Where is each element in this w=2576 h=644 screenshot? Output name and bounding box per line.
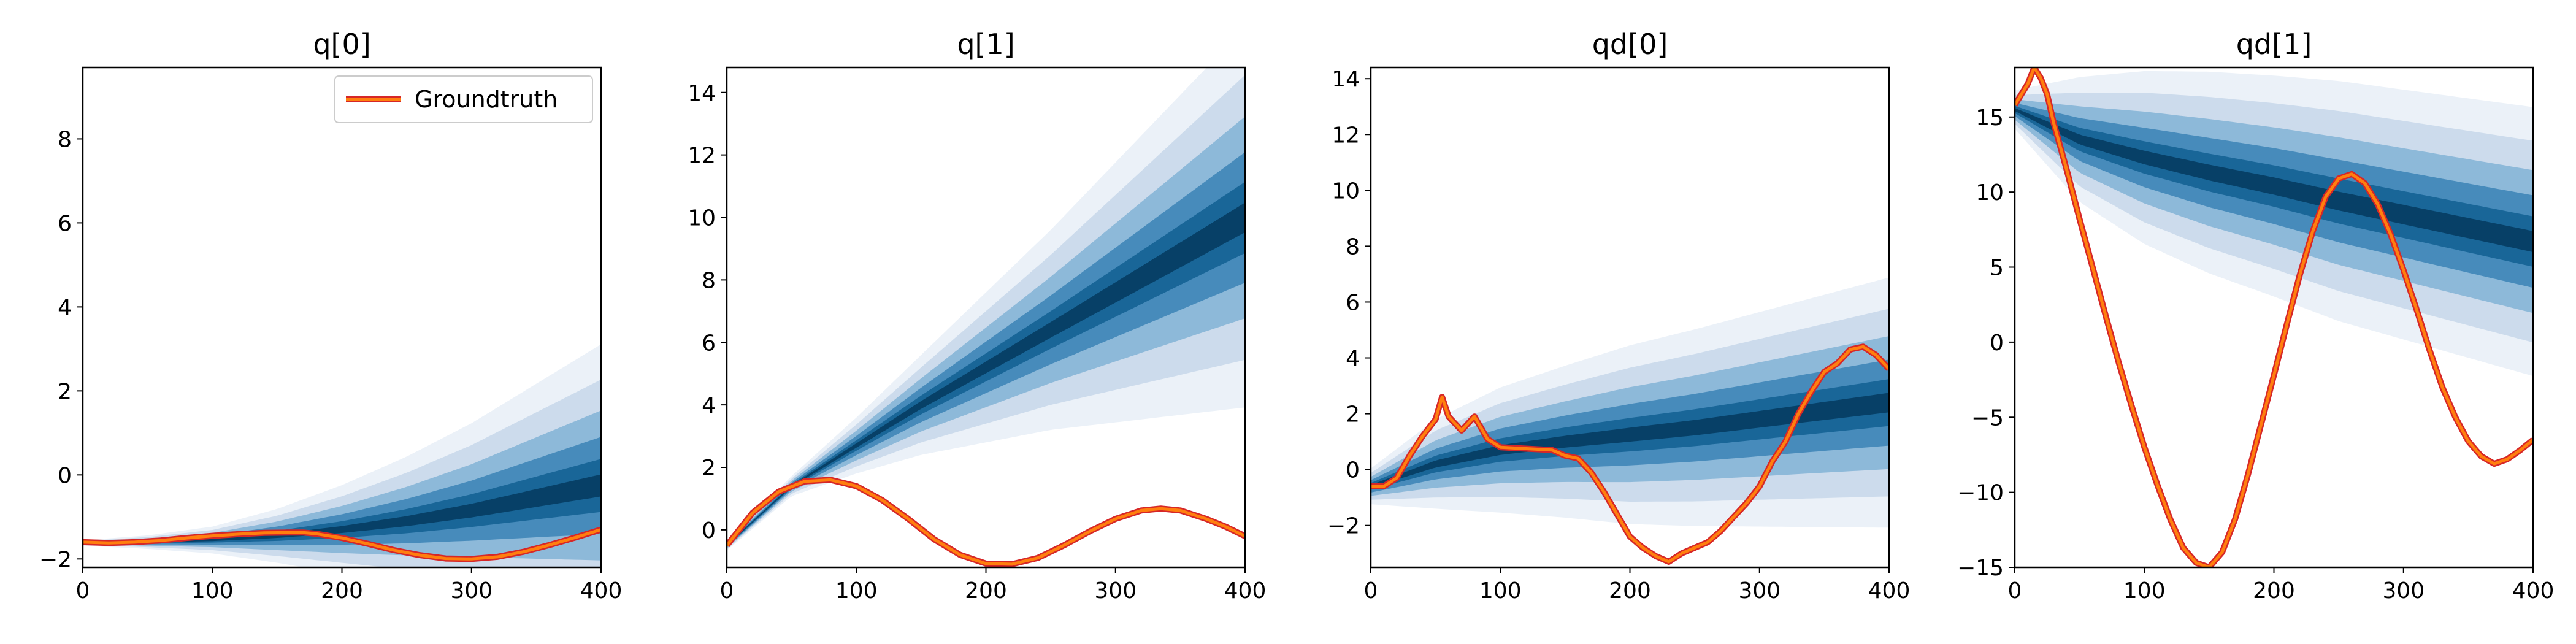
chart-panel-2: 0 100 200 300 400 −2 0 2 4 6 8 10 12 14 qd[0] bbox=[1327, 28, 1910, 604]
x-tick-label: 400 bbox=[2512, 578, 2555, 604]
y-tick-label: 8 bbox=[702, 268, 716, 293]
y-tick-label: 4 bbox=[702, 393, 716, 418]
y-tick-label: 0 bbox=[58, 463, 72, 488]
x-tick-label: 200 bbox=[965, 578, 1007, 604]
y-tick-label: 2 bbox=[1346, 402, 1360, 427]
plot-area bbox=[2015, 67, 2533, 567]
plot-area bbox=[1371, 277, 1889, 565]
x-tick-label: 400 bbox=[580, 578, 623, 604]
y-tick-label: 8 bbox=[1346, 234, 1360, 259]
y-tick-label: 8 bbox=[58, 127, 72, 152]
y-tick-label: 12 bbox=[688, 144, 716, 169]
legend: Groundtruth bbox=[334, 75, 593, 123]
groundtruth-line bbox=[83, 528, 601, 561]
groundtruth-line bbox=[2015, 67, 2533, 567]
x-tick-label: 100 bbox=[835, 578, 878, 604]
y-tick-label: −5 bbox=[1971, 405, 2004, 431]
plot-area bbox=[727, 67, 1245, 567]
chart-title: q[1] bbox=[957, 28, 1014, 61]
y-tick-label: −10 bbox=[1957, 481, 2004, 506]
y-tick-label: 10 bbox=[1332, 178, 1360, 204]
y-tick-label: 2 bbox=[58, 379, 72, 404]
y-tick-label: −2 bbox=[1327, 514, 1360, 539]
y-tick-label: 2 bbox=[702, 456, 716, 481]
chart-panel-1: 0 100 200 300 400 0 2 4 6 8 10 12 14 q[1] bbox=[688, 28, 1266, 604]
x-tick-label: 100 bbox=[191, 578, 234, 604]
x-tick-label: 0 bbox=[76, 578, 90, 604]
y-tick-label: 12 bbox=[1332, 123, 1360, 148]
y-tick-label: 4 bbox=[58, 295, 72, 320]
x-tick-label: 100 bbox=[2123, 578, 2166, 604]
x-tick-label: 0 bbox=[1364, 578, 1378, 604]
y-tick-label: 5 bbox=[1990, 256, 2004, 281]
x-tick-label: 100 bbox=[1479, 578, 1522, 604]
x-tick-label: 300 bbox=[2382, 578, 2425, 604]
y-tick-label: 4 bbox=[1346, 347, 1360, 372]
groundtruth-line bbox=[727, 478, 1245, 566]
y-tick-label: 6 bbox=[1346, 290, 1360, 315]
x-tick-label: 300 bbox=[1738, 578, 1781, 604]
chart-title: qd[0] bbox=[1592, 28, 1668, 61]
y-tick-label: 0 bbox=[1990, 331, 2004, 356]
density-band bbox=[83, 474, 601, 543]
density-band bbox=[83, 459, 601, 544]
x-tick-label: 0 bbox=[720, 578, 734, 604]
y-tick-label: 0 bbox=[702, 518, 716, 543]
chart-title: qd[1] bbox=[2236, 28, 2312, 61]
chart-panel-3: 0 100 200 300 400 −15 −10 −5 0 5 10 15 qd[1] bbox=[1957, 28, 2554, 604]
y-tick-label: 10 bbox=[688, 206, 716, 231]
y-tick-label: 14 bbox=[1332, 67, 1360, 92]
x-tick-label: 200 bbox=[321, 578, 363, 604]
chart-title: q[0] bbox=[313, 28, 370, 61]
density-band bbox=[727, 202, 1245, 546]
y-tick-label: 15 bbox=[1976, 105, 2004, 131]
density-band bbox=[2015, 108, 2533, 252]
y-tick-label: −2 bbox=[39, 547, 72, 572]
y-tick-label: 6 bbox=[58, 211, 72, 236]
x-tick-label: 300 bbox=[450, 578, 493, 604]
y-tick-label: 0 bbox=[1346, 458, 1360, 483]
legend-label: Groundtruth bbox=[415, 86, 558, 113]
groundtruth-line bbox=[1371, 345, 1889, 564]
legend-frame bbox=[334, 75, 593, 123]
y-tick-label: 10 bbox=[1976, 180, 2004, 205]
x-tick-label: 400 bbox=[1224, 578, 1267, 604]
x-tick-label: 400 bbox=[1868, 578, 1911, 604]
density-band bbox=[1371, 393, 1889, 488]
x-tick-label: 0 bbox=[2008, 578, 2022, 604]
y-tick-label: −15 bbox=[1957, 556, 2004, 581]
y-tick-label: 14 bbox=[688, 81, 716, 106]
x-tick-label: 300 bbox=[1094, 578, 1137, 604]
plot-area bbox=[83, 344, 601, 567]
x-tick-label: 200 bbox=[1609, 578, 1651, 604]
density-band bbox=[727, 67, 1245, 551]
x-tick-label: 200 bbox=[2253, 578, 2295, 604]
y-tick-label: 6 bbox=[702, 331, 716, 356]
